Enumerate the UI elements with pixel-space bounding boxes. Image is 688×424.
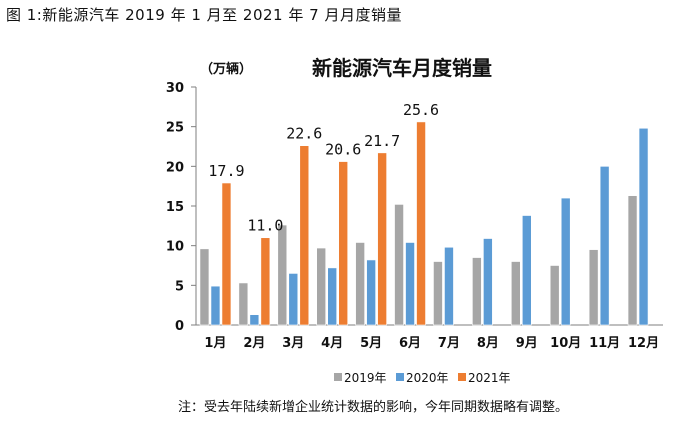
bar-2020年-6月 — [405, 242, 415, 326]
y-tick-label: 10 — [166, 240, 184, 255]
bar-2020年-1月 — [210, 285, 221, 326]
y-tick-label: 20 — [166, 160, 184, 175]
bar-2019年-3月 — [277, 224, 288, 326]
x-tick-label: 1月 — [204, 336, 226, 351]
figure-caption: 图 1:新能源汽车 2019 年 1 月至 2021 年 7 月月度销量 — [6, 6, 402, 24]
bar-2019年-7月 — [433, 261, 443, 326]
bar-2021年-3月 — [299, 145, 310, 326]
x-tick-label: 3月 — [282, 336, 304, 351]
bar-2021年-6月 — [416, 121, 426, 326]
chart-title: 新能源汽车月度销量 — [312, 56, 492, 80]
y-tick-label: 5 — [175, 279, 184, 294]
bar-2019年-6月 — [394, 204, 404, 326]
x-tick-label: 9月 — [516, 336, 538, 351]
x-tick-label: 8月 — [477, 336, 499, 351]
footnote: 注：受去年陆续新增企业统计数据的影响，今年同期数据略有调整。 — [178, 400, 569, 415]
bar-2020年-2月 — [249, 314, 260, 326]
bar-2019年-1月 — [199, 248, 210, 326]
data-label: 20.6 — [325, 141, 361, 159]
x-tick-label: 10月 — [550, 336, 581, 351]
legend-swatch — [334, 373, 342, 381]
legend-label: 2021年 — [468, 371, 511, 385]
bars — [199, 121, 649, 326]
bar-2019年-8月 — [472, 257, 482, 326]
bar-2020年-5月 — [366, 259, 376, 326]
bar-2019年-5月 — [355, 242, 365, 326]
x-tick-label: 6月 — [399, 336, 421, 351]
bar-2021年-4月 — [338, 161, 349, 326]
bar-2019年-12月 — [627, 195, 638, 326]
y-tick-label: 25 — [166, 121, 184, 136]
bar-2019年-11月 — [588, 249, 599, 326]
bar-2020年-3月 — [288, 273, 299, 326]
x-tick-label: 4月 — [321, 336, 343, 351]
data-label: 11.0 — [247, 217, 283, 235]
x-tick-label: 12月 — [628, 336, 659, 351]
data-label: 25.6 — [403, 101, 439, 119]
legend-swatch — [458, 373, 466, 381]
data-label: 17.9 — [208, 162, 244, 180]
bar-2019年-9月 — [510, 261, 521, 326]
legend-swatch — [396, 373, 404, 381]
bar-2020年-12月 — [638, 127, 649, 326]
x-tick-label: 5月 — [360, 336, 382, 351]
bar-2020年-4月 — [327, 267, 338, 326]
y-tick-label: 30 — [166, 81, 184, 96]
bar-2020年-11月 — [599, 166, 610, 326]
legend-label: 2019年 — [344, 371, 387, 385]
bar-2019年-10月 — [549, 265, 560, 326]
bar-2020年-9月 — [521, 215, 532, 326]
bar-2020年-10月 — [560, 197, 571, 326]
bar-2021年-2月 — [260, 237, 271, 326]
axes: 0 5 10 15 20 25 30 1月 2月 3月 4月 5月 6月 7月 8月 9月 10月 11月 12月 — [166, 81, 663, 351]
y-tick-label: 0 — [175, 319, 184, 334]
bar-2020年-7月 — [444, 246, 454, 326]
data-labels: 17.9 11.0 22.620.6 21.725.6 — [208, 101, 439, 235]
bar-2020年-8月 — [483, 238, 493, 326]
bar-2019年-2月 — [238, 282, 249, 326]
x-tick-label: 2月 — [243, 336, 265, 351]
data-label: 22.6 — [286, 125, 322, 143]
bar-2021年-1月 — [221, 182, 232, 326]
legend: 2019年 2020年 2021年 — [334, 371, 511, 385]
bar-2019年-4月 — [316, 247, 327, 326]
x-tick-label: 11月 — [589, 336, 620, 351]
bar-2021年-5月 — [377, 152, 387, 326]
y-tick-label: 15 — [166, 200, 184, 215]
legend-label: 2020年 — [406, 371, 449, 385]
data-label: 21.7 — [364, 132, 400, 150]
x-tick-label: 7月 — [438, 336, 460, 351]
unit-label: （万辆） — [200, 61, 252, 77]
